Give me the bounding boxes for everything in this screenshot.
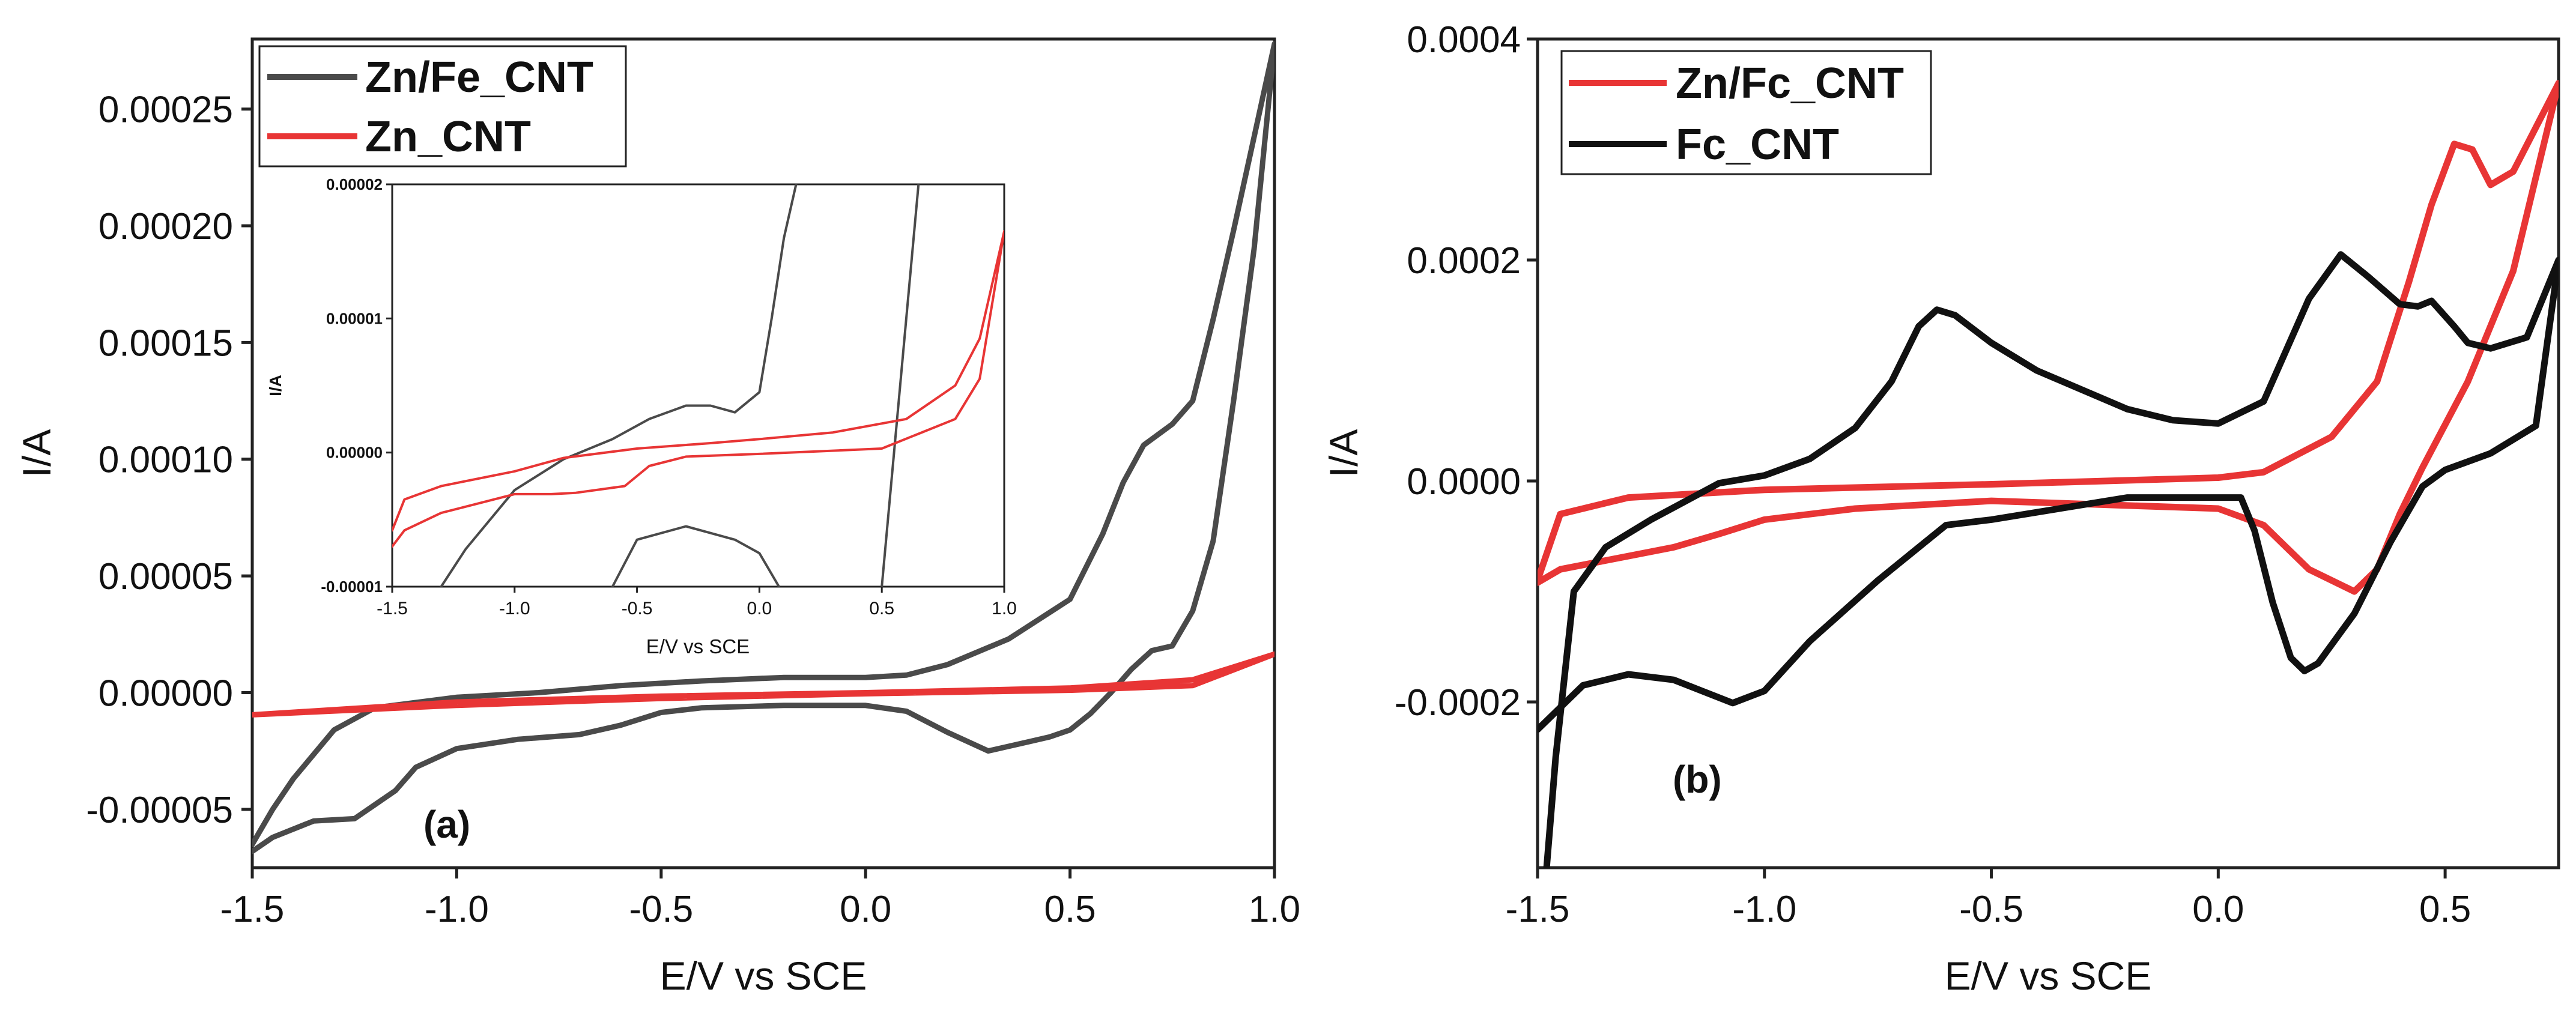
legend-label-fc-cnt: Fc_CNT <box>1676 121 1839 169</box>
panel-a-series <box>252 41 1274 854</box>
inset-x-ticks: -1.5 -1.0 -0.5 0.0 0.5 1.0 <box>377 587 1017 618</box>
panel-a-y-tick-label: -0.00005 <box>86 790 233 831</box>
legend-label-zn-fe-cnt: Zn/Fe_CNT <box>365 53 593 101</box>
inset-x-tick-label: 0.5 <box>869 599 894 618</box>
panel-a: -1.5 -1.0 -0.5 0.0 0.5 1.0 -0.00005 0.00000 0.0… <box>14 37 1300 998</box>
panel-b-x-tick-label: -0.5 <box>1959 889 2023 930</box>
inset-y-tick-label: -0.00001 <box>321 578 383 596</box>
inset-series-zn-fe-cnt <box>440 184 798 587</box>
panel-a-x-tick-label: 0.5 <box>1044 889 1096 930</box>
inset-x-tick-label: -1.5 <box>377 599 408 618</box>
panel-a-x-tick-label: -1.0 <box>425 889 489 930</box>
panel-a-x-tick-label: -1.5 <box>220 889 285 930</box>
panel-b-tag: (b) <box>1673 758 1722 801</box>
panel-b-x-tick-label: -1.5 <box>1506 889 1570 930</box>
panel-a-frame <box>250 37 1276 869</box>
inset-x-tick-label: -0.5 <box>622 599 653 618</box>
inset-y-tick-label: 0.00001 <box>326 309 383 327</box>
inset-y-tick-label: 0.00002 <box>326 175 383 193</box>
panel-a-series-zn-fe-cnt <box>252 41 1274 854</box>
panel-b-y-tick-label: 0.0002 <box>1407 240 1521 282</box>
panel-a-x-tick-label: 0.0 <box>840 889 891 930</box>
panel-b-x-axis-label: E/V vs SCE <box>1945 954 2152 998</box>
panel-a-y-tick-label: 0.00000 <box>98 673 233 714</box>
panel-b-frame <box>1536 37 2560 869</box>
panel-a-inset: -1.5 -1.0 -0.5 0.0 0.5 1.0 -0.00001 0.00000 0.0… <box>266 175 1017 658</box>
inset-y-axis-label: I/A <box>266 375 285 396</box>
panel-b-y-ticks: -0.0002 0.0000 0.0002 0.0004 <box>1395 19 1538 724</box>
panel-b-x-tick-label: -1.0 <box>1732 889 1796 930</box>
panel-a-y-tick-label: 0.00015 <box>98 322 233 364</box>
panel-b-x-ticks: -1.5 -1.0 -0.5 0.0 0.5 <box>1506 868 2471 930</box>
inset-series-zn-cnt <box>392 230 1004 548</box>
panel-a-y-tick-label: 0.00020 <box>98 206 233 247</box>
panel-a-y-tick-label: 0.00010 <box>98 440 233 481</box>
panel-a-y-tick-label: 0.00005 <box>98 556 233 597</box>
inset-x-tick-label: -1.0 <box>499 599 530 618</box>
legend-label-zn-fc-cnt: Zn/Fc_CNT <box>1676 59 1904 107</box>
panel-a-legend-box <box>258 45 627 168</box>
panel-a-y-ticks: -0.00005 0.00000 0.00005 0.00010 0.00015 0.00… <box>86 89 252 831</box>
panel-b-y-tick-label: -0.0002 <box>1395 682 1521 724</box>
legend-label-zn-cnt: Zn_CNT <box>365 113 531 161</box>
panel-a-x-tick-label: 1.0 <box>1249 889 1300 930</box>
panel-b-y-tick-label: 0.0000 <box>1407 461 1521 503</box>
panel-b: -1.5 -1.0 -0.5 0.0 0.5 -0.0002 0.0000 0.0002 0.… <box>1321 19 2560 998</box>
panel-a-legend: Zn/Fe_CNT Zn_CNT <box>258 45 627 168</box>
inset-x-tick-label: 1.0 <box>992 599 1017 618</box>
panel-a-x-tick-label: -0.5 <box>629 889 693 930</box>
inset-frame <box>391 183 1005 588</box>
inset-series-zn-fe-cnt-loop <box>611 525 780 587</box>
panel-b-x-tick-label: 0.5 <box>2419 889 2471 930</box>
inset-y-ticks: -0.00001 0.00000 0.00001 0.00002 <box>321 175 392 596</box>
panel-b-legend: Zn/Fc_CNT Fc_CNT <box>1560 50 1932 175</box>
panel-a-series-zn-cnt <box>252 651 1274 718</box>
inset-series <box>392 184 1004 587</box>
panel-a-x-axis-label: E/V vs SCE <box>660 954 867 998</box>
inset-x-tick-label: 0.0 <box>747 599 772 618</box>
inset-y-tick-label: 0.00000 <box>326 444 383 462</box>
panel-b-legend-box <box>1560 50 1932 175</box>
panel-b-series-fc-cnt <box>1538 251 2559 868</box>
panel-a-y-axis-label: I/A <box>14 429 59 478</box>
inset-series-zn-fe-cnt-return <box>880 184 920 587</box>
panel-a-tag: (a) <box>423 803 470 846</box>
panel-b-series-zn-fc-cnt <box>1538 80 2559 595</box>
inset-x-axis-label: E/V vs SCE <box>646 635 750 658</box>
panel-b-y-tick-label: 0.0004 <box>1407 19 1521 61</box>
panel-b-y-axis-label: I/A <box>1321 429 1366 478</box>
panel-b-series <box>1538 80 2559 868</box>
panel-b-x-tick-label: 0.0 <box>2192 889 2244 930</box>
panel-a-x-ticks: -1.5 -1.0 -0.5 0.0 0.5 1.0 <box>220 868 1300 930</box>
panel-a-y-tick-label: 0.00025 <box>98 89 233 131</box>
